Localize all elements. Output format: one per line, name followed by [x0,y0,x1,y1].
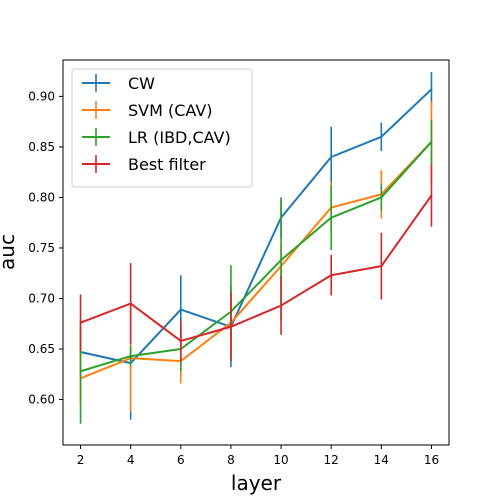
legend-item: Best filter [82,155,206,174]
legend-label: LR (IBD,CAV) [128,128,231,147]
data-point [380,135,383,138]
data-point [79,321,82,324]
legend-item: CW [82,74,155,93]
series-line [80,141,433,380]
x-tick-label: 6 [177,453,185,467]
y-tick-label: 0.85 [28,140,55,154]
x-tick-label: 14 [374,453,389,467]
y-tick-label: 0.70 [28,291,55,305]
data-point [380,196,383,199]
y-tick-label: 0.60 [28,393,55,407]
y-axis-label: auc [0,234,19,270]
data-point [330,274,333,277]
data-point [430,88,433,91]
data-point [330,156,333,159]
y-tick-label: 0.80 [28,190,55,204]
plot-frame [62,59,450,446]
legend-label: CW [128,74,155,93]
x-tick-label: 4 [127,453,135,467]
data-point [380,265,383,268]
data-point [229,325,232,328]
series-line [80,141,433,373]
legend-label: Best filter [128,155,206,174]
y-axis: 0.60 0.65 0.70 0.75 0.80 0.85 0.90 [28,89,63,407]
legend: CW SVM (CAV) LR (IBD,CAV) Best filter [71,68,253,188]
data-point [430,140,433,143]
data-point [280,259,283,262]
legend-label: SVM (CAV) [128,101,213,120]
legend-item: SVM (CAV) [82,101,213,120]
legend-box [71,68,253,188]
series-layer [79,72,433,424]
data-point [79,370,82,373]
data-point [330,216,333,219]
x-axis-label: layer [231,471,282,495]
series-line [80,194,433,342]
data-point [129,302,132,305]
y-tick-label: 0.65 [28,342,55,356]
x-axis: 2 4 6 8 10 12 14 16 [77,445,439,467]
data-point [430,194,433,197]
x-tick-label: 12 [324,453,339,467]
data-point [179,339,182,342]
x-tick-label: 10 [273,453,288,467]
y-tick-label: 0.90 [28,89,55,103]
x-tick-label: 2 [77,453,85,467]
series-4 [79,164,433,362]
data-point [129,355,132,358]
data-point [280,304,283,307]
x-tick-label: 8 [227,453,235,467]
y-tick-label: 0.75 [28,241,55,255]
legend-item: LR (IBD,CAV) [82,128,231,147]
x-tick-label: 16 [424,453,439,467]
data-point [179,308,182,311]
